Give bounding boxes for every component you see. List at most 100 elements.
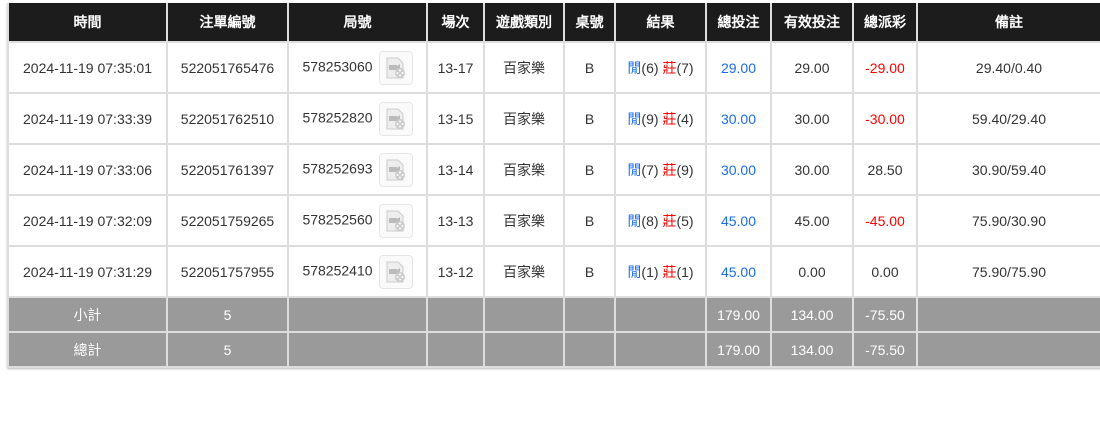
cell-total-bet: 30.00 [705,143,772,196]
player-score: (1) [641,263,659,280]
empty-cell [916,331,1100,368]
banker-label: 莊 [662,110,677,127]
table-row: 2024-11-19 07:33:39 522051762510 5782528… [7,92,1100,145]
cell-time: 2024-11-19 07:33:39 [7,92,168,145]
cell-valid-bet: 29.00 [770,41,854,94]
player-score: (6) [641,59,659,76]
video-replay-icon[interactable] [378,152,413,187]
footer-label: 總計 [7,331,168,368]
table-row: 2024-11-19 07:35:01 522051765476 5782530… [7,41,1100,94]
round-number: 578252693 [302,160,373,177]
video-replay-icon[interactable] [378,203,413,238]
video-replay-icon[interactable] [378,50,413,85]
table-row: 2024-11-19 07:33:06 522051761397 5782526… [7,143,1100,196]
round-number: 578252560 [302,211,373,228]
player-label: 閒 [627,212,642,229]
cell-valid-bet: 0.00 [770,245,854,298]
header-bet-id: 注單編號 [166,3,289,43]
empty-cell [426,331,485,368]
cell-total-bet: 30.00 [705,92,772,145]
cell-note: 75.90/75.90 [916,245,1100,298]
empty-cell [916,296,1100,333]
cell-table-no: B [563,92,616,145]
round-number: 578253060 [302,58,373,75]
empty-cell [287,331,428,368]
table-row: 2024-11-19 07:31:29 522051757955 5782524… [7,245,1100,298]
player-score: (8) [641,212,659,229]
header-game-type: 遊戲類別 [483,3,565,43]
cell-result: 閒(7) 莊(9) [614,143,707,196]
cell-bet-id: 522051757955 [166,245,289,298]
footer-total-bet: 179.00 [705,331,772,368]
banker-label: 莊 [662,59,677,76]
header-total-bet: 總投注 [705,3,772,43]
cell-round: 578252693 [287,143,428,196]
cell-result: 閒(1) 莊(1) [614,245,707,298]
player-label: 閒 [627,263,642,280]
cell-valid-bet: 30.00 [770,143,854,196]
cell-shoe: 13-12 [426,245,485,298]
cell-result: 閒(8) 莊(5) [614,194,707,247]
footer-valid-bet: 134.00 [770,296,854,333]
cell-bet-id: 522051761397 [166,143,289,196]
empty-cell [426,296,485,333]
cell-note: 29.40/0.40 [916,41,1100,94]
footer-label: 小計 [7,296,168,333]
cell-note: 30.90/59.40 [916,143,1100,196]
cell-shoe: 13-15 [426,92,485,145]
cell-bet-id: 522051765476 [166,41,289,94]
header-time: 時間 [7,3,168,43]
header-result: 結果 [614,3,707,43]
footer-total-bet: 179.00 [705,296,772,333]
cell-note: 75.90/30.90 [916,194,1100,247]
empty-cell [614,331,707,368]
footer-payout: -75.50 [852,296,918,333]
cell-table-no: B [563,143,616,196]
banker-label: 莊 [662,212,677,229]
cell-game-type: 百家樂 [483,41,565,94]
header-shoe: 場次 [426,3,485,43]
cell-note: 59.40/29.40 [916,92,1100,145]
footer-payout: -75.50 [852,331,918,368]
header-valid-bet: 有效投注 [770,3,854,43]
cell-time: 2024-11-19 07:32:09 [7,194,168,247]
cell-game-type: 百家樂 [483,245,565,298]
grandtotal-row: 總計 5 179.00 134.00 -75.50 [7,331,1100,368]
footer-count: 5 [166,331,289,368]
cell-total-bet: 45.00 [705,194,772,247]
banker-score: (5) [676,212,694,229]
video-replay-icon[interactable] [378,254,413,289]
cell-game-type: 百家樂 [483,143,565,196]
cell-total-bet: 29.00 [705,41,772,94]
round-number: 578252410 [302,262,373,279]
cell-payout: 28.50 [852,143,918,196]
banker-score: (4) [676,110,694,127]
empty-cell [563,296,616,333]
player-label: 閒 [627,59,642,76]
cell-shoe: 13-13 [426,194,485,247]
cell-table-no: B [563,194,616,247]
cell-time: 2024-11-19 07:35:01 [7,41,168,94]
video-replay-icon[interactable] [378,101,413,136]
player-score: (9) [641,110,659,127]
cell-valid-bet: 45.00 [770,194,854,247]
cell-total-bet: 45.00 [705,245,772,298]
round-number: 578252820 [302,109,373,126]
header-table-no: 桌號 [563,3,616,43]
cell-time: 2024-11-19 07:33:06 [7,143,168,196]
cell-table-no: B [563,245,616,298]
banker-label: 莊 [662,161,677,178]
banker-label: 莊 [662,263,677,280]
subtotal-row: 小計 5 179.00 134.00 -75.50 [7,296,1100,333]
cell-payout: 0.00 [852,245,918,298]
table-row: 2024-11-19 07:32:09 522051759265 5782525… [7,194,1100,247]
cell-game-type: 百家樂 [483,194,565,247]
cell-result: 閒(6) 莊(7) [614,41,707,94]
cell-round: 578253060 [287,41,428,94]
cell-shoe: 13-17 [426,41,485,94]
header-row: 時間 注單編號 局號 場次 遊戲類別 桌號 結果 總投注 有效投注 總派彩 備註 [7,3,1100,43]
empty-cell [614,296,707,333]
player-label: 閒 [627,110,642,127]
cell-time: 2024-11-19 07:31:29 [7,245,168,298]
cell-round: 578252820 [287,92,428,145]
